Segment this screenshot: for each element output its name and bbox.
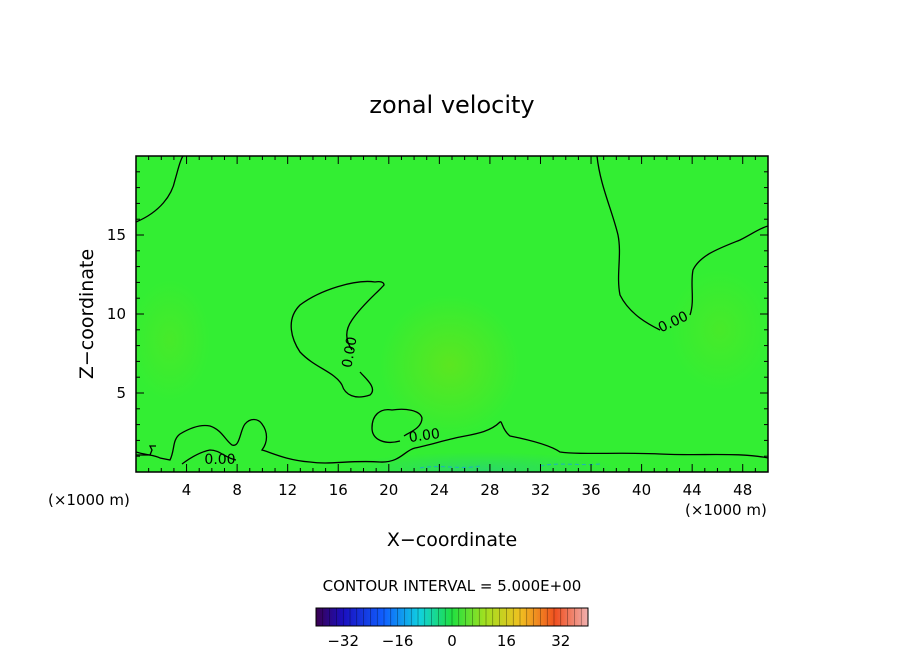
contour-interval-text: CONTOUR INTERVAL = 5.000E+00 <box>323 577 582 595</box>
contour-label-1: 0.00 <box>339 336 360 369</box>
x-tick-label: 8 <box>232 481 242 499</box>
colorbar-tick-label: 32 <box>551 632 570 650</box>
y-tick-label: 5 <box>116 384 126 402</box>
colorbar-tick-label: −32 <box>327 632 359 650</box>
field-shade-ground <box>340 452 620 472</box>
colorbar: −32 −16 0 16 32 <box>315 607 589 650</box>
contour-negative-1 <box>419 465 481 469</box>
y-tick-label: 15 <box>107 226 126 244</box>
colorbar-tick-label: −16 <box>382 632 414 650</box>
x-tick-label: 48 <box>733 481 752 499</box>
contour-negative-2 <box>539 463 601 467</box>
y-axis-label: Z−coordinate <box>76 249 98 379</box>
contour-crescent <box>290 280 385 398</box>
contour-label-4: 0.00 <box>204 452 235 468</box>
x-tick-label: 36 <box>581 481 600 499</box>
x-tick-label: 16 <box>329 481 348 499</box>
x-unit-left: (×1000 m) <box>48 491 130 509</box>
x-tick-label: 12 <box>278 481 297 499</box>
chart-title: zonal velocity <box>369 91 534 119</box>
contour-left-small <box>136 445 156 456</box>
contour-top-left <box>136 156 184 223</box>
x-tick-label: 4 <box>182 481 192 499</box>
contour-lines <box>136 156 768 465</box>
x-tick-label: 24 <box>430 481 449 499</box>
x-tick-label: 32 <box>531 481 550 499</box>
x-axis-label: X−coordinate <box>387 529 517 551</box>
contour-mid-blob <box>371 408 423 443</box>
x-tick-label: 20 <box>379 481 398 499</box>
field-shade-left <box>136 280 210 400</box>
colorbar-tick-label: 16 <box>497 632 516 650</box>
x-tick-label: 28 <box>480 481 499 499</box>
colorbar-ticks: −32 −16 0 16 32 <box>327 632 570 650</box>
contour-label-3: 0.00 <box>408 426 441 446</box>
contour-left-bump <box>181 449 237 465</box>
plot-area <box>136 156 768 472</box>
contour-lines-dashed <box>419 463 601 469</box>
x-axis-ticks: 4 8 12 16 20 24 28 32 36 40 44 48 <box>148 156 756 499</box>
x-tick-label: 44 <box>683 481 702 499</box>
y-tick-label: 10 <box>107 305 126 323</box>
y-axis-ticks: 5 10 15 <box>107 171 768 457</box>
field-shade-center <box>380 295 520 435</box>
field-shade-right <box>670 270 768 390</box>
x-unit-right: (×1000 m) <box>685 501 767 519</box>
contour-ground <box>136 418 768 464</box>
colorbar-segments <box>322 608 582 626</box>
contour-top-right <box>596 156 768 331</box>
x-tick-label: 40 <box>632 481 651 499</box>
colorbar-tick-label: 0 <box>447 632 457 650</box>
